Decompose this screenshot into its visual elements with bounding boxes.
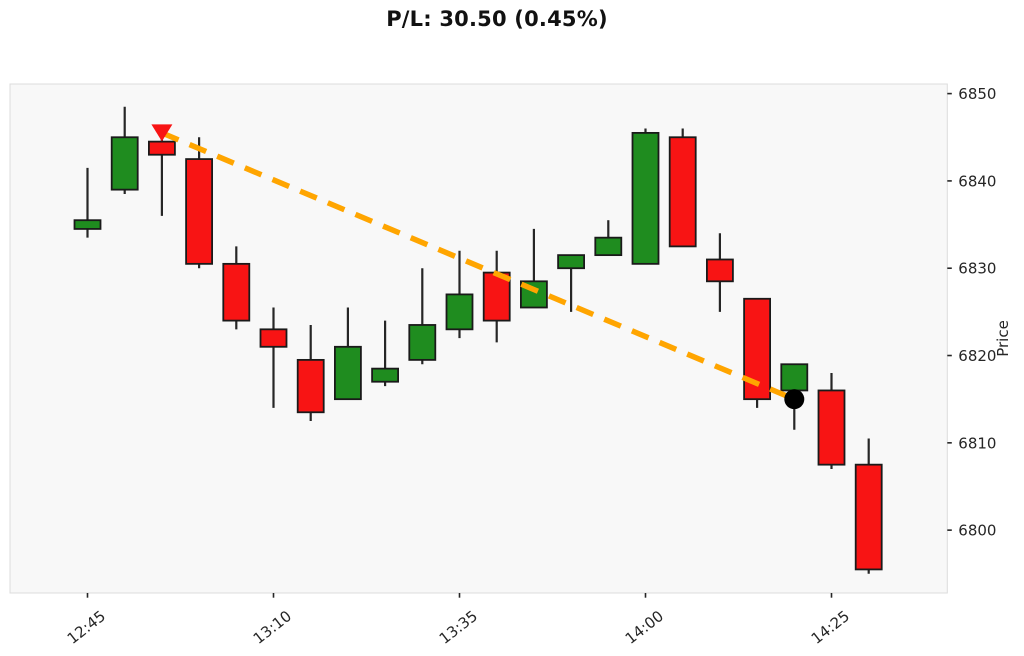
candle [222,246,251,330]
plot-area [9,83,948,594]
x-axis: 12:45 13:10 13:35 14:00 14:25 [64,593,853,648]
x-tick-label: 14:25 [808,607,853,648]
candle-body-down [185,158,214,265]
candle-body-up [333,345,362,401]
candle [743,297,771,408]
candle-body-up [73,219,102,230]
y-tick-label: 6830 [958,260,996,278]
candle [780,363,809,430]
candle [185,137,214,269]
candle-body-up [371,367,400,383]
candle-body-down [668,136,697,248]
x-tick-label: 14:00 [622,607,667,648]
candle-body-up [594,236,623,257]
x-tick-label: 13:35 [436,607,481,648]
candle [557,254,585,312]
y-tick-label: 6800 [958,522,996,540]
candle-body-down [817,389,846,466]
candle [854,438,883,574]
y-tick-label: 6840 [958,172,996,190]
y-tick-label: 6810 [958,434,996,452]
candle [520,228,548,309]
candle [817,372,846,470]
pl-title: P/L: 30.50 (0.45%) [386,7,608,31]
candle-body-down [147,140,176,156]
candle-body-down [706,258,734,283]
candle [259,307,288,408]
candle-body-down [296,358,325,414]
candles-group [73,106,883,574]
entry-triangle-marker-icon [151,124,173,142]
candle [73,167,102,238]
candle-body-down [222,262,251,322]
candle-body-up [780,363,809,392]
candle [296,324,325,422]
x-tick-label: 13:10 [250,607,295,648]
y-axis: 6850 6840 6830 6820 6810 6800 Price [947,85,1012,540]
candle [445,250,474,339]
y-axis-title: Price [994,320,1012,357]
candle [408,268,437,365]
candle [631,128,660,265]
candle-body-up [408,324,437,361]
candle [371,320,400,387]
candle-body-up [445,293,474,331]
candle-body-up [110,136,139,191]
x-tick-label: 12:45 [64,607,109,648]
candle-body-down [854,463,883,571]
candle [110,106,139,195]
y-tick-label: 6820 [958,347,996,365]
exit-dot-marker-icon [784,389,805,410]
candle [333,307,362,401]
y-tick-label: 6850 [958,85,996,103]
candle-body-down [259,328,288,348]
candle [594,220,623,257]
candle [147,137,176,216]
candle-body-up [557,254,585,270]
candle-body-up [631,131,660,265]
candle [706,233,734,312]
candle [668,128,697,248]
trade-trend-line [160,130,796,402]
